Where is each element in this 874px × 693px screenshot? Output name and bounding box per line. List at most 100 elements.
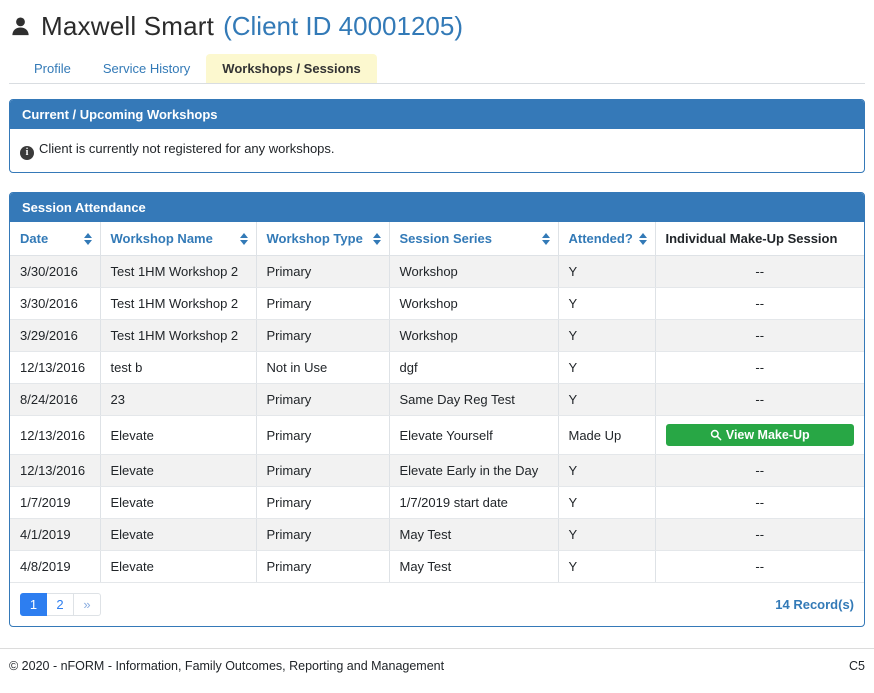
table-row: 12/13/2016 Elevate Primary Elevate Early in… bbox=[10, 454, 864, 487]
info-icon: i bbox=[20, 146, 34, 160]
table-row: 12/13/2016 Elevate Primary Elevate Yourself… bbox=[10, 415, 864, 455]
cell-workshop-type: Primary bbox=[256, 486, 390, 519]
site-footer: © 2020 - nFORM - Information, Family Out… bbox=[0, 648, 874, 693]
table-row: 3/29/2016 Test 1HM Workshop 2 Primary Works… bbox=[10, 319, 864, 352]
cell-workshop-name: Elevate bbox=[100, 518, 257, 551]
table-row: 4/1/2019 Elevate Primary May Test Y -- bbox=[10, 518, 864, 551]
pagination-next-button[interactable]: » bbox=[74, 593, 101, 616]
table-row: 12/13/2016 test b Not in Use dgf Y -- bbox=[10, 351, 864, 384]
sort-updown-icon[interactable] bbox=[638, 232, 647, 245]
cell-date: 3/30/2016 bbox=[10, 287, 101, 320]
cell-workshop-name: Test 1HM Workshop 2 bbox=[100, 287, 257, 320]
cell-date: 12/13/2016 bbox=[10, 415, 101, 455]
page-container: Maxwell Smart (Client ID 40001205) Profi… bbox=[9, 11, 865, 627]
upcoming-workshops-panel: Current / Upcoming Workshops i Client is … bbox=[9, 99, 865, 173]
cell-workshop-type: Primary bbox=[256, 319, 390, 352]
cell-attended: Y bbox=[558, 383, 656, 416]
table-header-row: Date Workshop Name Workshop Type Session Se… bbox=[10, 222, 864, 256]
table-row: 4/8/2019 Elevate Primary May Test Y -- bbox=[10, 550, 864, 583]
cell-make-up: View Make-Up bbox=[655, 415, 864, 455]
pagination-page-1[interactable]: 1 bbox=[20, 593, 47, 616]
table-row: 3/30/2016 Test 1HM Workshop 2 Primary Works… bbox=[10, 255, 864, 288]
cell-session-series: Workshop bbox=[389, 287, 559, 320]
pagination: 1 2» bbox=[20, 593, 101, 616]
cell-date: 3/29/2016 bbox=[10, 319, 101, 352]
cell-workshop-name: test b bbox=[100, 351, 257, 384]
cell-attended: Made Up bbox=[558, 415, 656, 455]
record-count: 14 Record(s) bbox=[775, 597, 854, 612]
cell-make-up: -- bbox=[655, 255, 864, 288]
cell-attended: Y bbox=[558, 454, 656, 487]
no-workshops-message: Client is currently not registered for a… bbox=[39, 141, 335, 156]
session-attendance-panel: Session Attendance Date Workshop Name Work… bbox=[9, 192, 865, 627]
tab-service-history[interactable]: Service History bbox=[102, 61, 191, 76]
cell-session-series: May Test bbox=[389, 518, 559, 551]
cell-attended: Y bbox=[558, 486, 656, 519]
sort-updown-icon[interactable] bbox=[541, 232, 550, 245]
copyright-text: © 2020 - nFORM - Information, Family Out… bbox=[9, 659, 445, 673]
user-icon bbox=[9, 15, 32, 38]
tab-workshops-sessions[interactable]: Workshops / Sessions bbox=[206, 54, 377, 83]
cell-session-series: 1/7/2019 start date bbox=[389, 486, 559, 519]
session-attendance-panel-title: Session Attendance bbox=[10, 193, 864, 222]
cell-workshop-type: Primary bbox=[256, 287, 390, 320]
cell-session-series: Elevate Yourself bbox=[389, 415, 559, 455]
upcoming-workshops-panel-title: Current / Upcoming Workshops bbox=[10, 100, 864, 129]
upcoming-workshops-panel-body: i Client is currently not registered for … bbox=[10, 129, 864, 172]
table-row: 8/24/2016 23 Primary Same Day Reg Test Y -- bbox=[10, 383, 864, 416]
cell-workshop-name: Elevate bbox=[100, 415, 257, 455]
pagination-page-2[interactable]: 2 bbox=[47, 593, 74, 616]
cell-attended: Y bbox=[558, 518, 656, 551]
cell-attended: Y bbox=[558, 351, 656, 384]
cell-workshop-type: Not in Use bbox=[256, 351, 390, 384]
sort-updown-icon[interactable] bbox=[83, 232, 92, 245]
cell-make-up: -- bbox=[655, 486, 864, 519]
column-header-workshop-name[interactable]: Workshop Name bbox=[100, 222, 257, 256]
cell-date: 12/13/2016 bbox=[10, 351, 101, 384]
column-header-attended[interactable]: Attended? bbox=[558, 222, 656, 256]
cell-date: 12/13/2016 bbox=[10, 454, 101, 487]
cell-workshop-name: Elevate bbox=[100, 454, 257, 487]
cell-make-up: -- bbox=[655, 351, 864, 384]
cell-session-series: Workshop bbox=[389, 255, 559, 288]
search-icon bbox=[710, 429, 722, 441]
tab-bar: Profile Service History Workshops / Sessio… bbox=[9, 54, 865, 84]
cell-workshop-type: Primary bbox=[256, 454, 390, 487]
table-row: 3/30/2016 Test 1HM Workshop 2 Primary Works… bbox=[10, 287, 864, 320]
table-footer: 1 2» 14 Record(s) bbox=[10, 583, 864, 626]
cell-date: 8/24/2016 bbox=[10, 383, 101, 416]
cell-workshop-type: Primary bbox=[256, 518, 390, 551]
cell-session-series: dgf bbox=[389, 351, 559, 384]
cell-workshop-type: Primary bbox=[256, 255, 390, 288]
session-table-body: 3/30/2016 Test 1HM Workshop 2 Primary Works… bbox=[10, 255, 864, 583]
cell-workshop-type: Primary bbox=[256, 383, 390, 416]
cell-date: 1/7/2019 bbox=[10, 486, 101, 519]
cell-attended: Y bbox=[558, 287, 656, 320]
client-id-label: (Client ID 40001205) bbox=[223, 11, 463, 41]
cell-make-up: -- bbox=[655, 550, 864, 583]
page-title: Maxwell Smart bbox=[41, 11, 215, 41]
cell-workshop-name: 23 bbox=[100, 383, 257, 416]
cell-workshop-type: Primary bbox=[256, 415, 390, 455]
column-header-session-series[interactable]: Session Series bbox=[389, 222, 559, 256]
tab-profile[interactable]: Profile bbox=[34, 61, 71, 76]
column-header-individual-make-up-session: Individual Make-Up Session bbox=[655, 222, 864, 256]
sort-updown-icon[interactable] bbox=[372, 232, 381, 245]
cell-attended: Y bbox=[558, 255, 656, 288]
cell-make-up: -- bbox=[655, 287, 864, 320]
cell-session-series: Workshop bbox=[389, 319, 559, 352]
cell-workshop-name: Elevate bbox=[100, 486, 257, 519]
sort-updown-icon[interactable] bbox=[239, 232, 248, 245]
column-header-workshop-type[interactable]: Workshop Type bbox=[256, 222, 390, 256]
cell-date: 4/8/2019 bbox=[10, 550, 101, 583]
cell-session-series: May Test bbox=[389, 550, 559, 583]
cell-session-series: Same Day Reg Test bbox=[389, 383, 559, 416]
view-make-up-button[interactable]: View Make-Up bbox=[665, 424, 854, 446]
cell-make-up: -- bbox=[655, 454, 864, 487]
column-header-date[interactable]: Date bbox=[10, 222, 101, 256]
page-code: C5 bbox=[849, 659, 865, 673]
cell-workshop-name: Elevate bbox=[100, 550, 257, 583]
cell-workshop-type: Primary bbox=[256, 550, 390, 583]
cell-make-up: -- bbox=[655, 319, 864, 352]
cell-workshop-name: Test 1HM Workshop 2 bbox=[100, 255, 257, 288]
